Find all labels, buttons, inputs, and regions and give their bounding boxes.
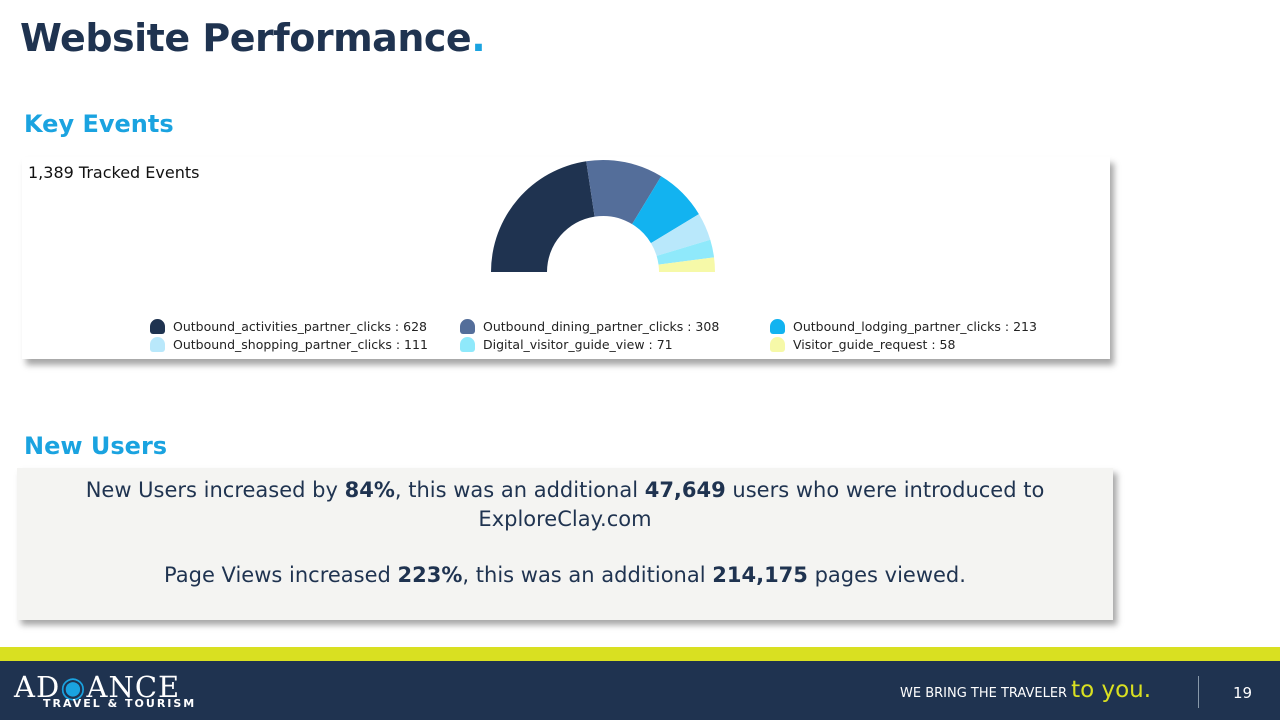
tracked-events-label: 1,389 Tracked Events [28,163,200,182]
new-users-line: New Users increased by 84%, this was an … [85,478,1045,502]
legend-label: Outbound_lodging_partner_clicks : 213 [793,319,1037,334]
legend-item: Outbound_lodging_partner_clicks : 213 [770,318,1080,335]
footer-divider [1198,676,1199,708]
new-users-summary-card: New Users increased by 84%, this was an … [17,468,1113,620]
legend-item: Outbound_activities_partner_clicks : 628 [150,318,460,335]
legend-item: Outbound_dining_partner_clicks : 308 [460,318,770,335]
footer-bar [0,661,1280,720]
footer-tagline: WE BRING THE TRAVELER to you. [900,677,1152,703]
key-events-heading: Key Events [24,110,174,138]
page-views-pct: 223% [397,563,463,587]
location-pin-icon: ◉ [60,670,87,704]
new-users-pct: 84% [344,478,395,502]
legend-swatch [770,319,785,334]
legend-label: Digital_visitor_guide_view : 71 [483,337,673,352]
page-number: 19 [1233,684,1253,702]
page-views-count: 214,175 [712,563,808,587]
legend-label: Visitor_guide_request : 58 [793,337,956,352]
legend-swatch [770,337,785,352]
legend-label: Outbound_activities_partner_clicks : 628 [173,319,427,334]
legend-item: Outbound_shopping_partner_clicks : 111 [150,336,460,353]
tagline-accent: to you. [1071,677,1152,703]
title-dot: . [471,16,486,60]
legend-item: Visitor_guide_request : 58 [770,336,1080,353]
legend-swatch [460,319,475,334]
page-title: Website Performance. [20,16,486,60]
advance-logo: AD◉ANCE [14,670,181,704]
page-views-line: Page Views increased 223%, this was an a… [164,563,966,587]
new-users-heading: New Users [24,432,168,460]
chart-legend: Outbound_activities_partner_clicks : 628… [150,318,1090,353]
legend-label: Outbound_shopping_partner_clicks : 111 [173,337,428,352]
accent-stripe [0,647,1280,661]
legend-swatch [150,319,165,334]
legend-item: Digital_visitor_guide_view : 71 [460,336,770,353]
legend-swatch [460,337,475,352]
legend-label: Outbound_dining_partner_clicks : 308 [483,319,720,334]
legend-swatch [150,337,165,352]
logo-subtitle: TRAVEL & TOURISM [43,697,197,710]
new-users-count: 47,649 [644,478,726,502]
site-name: ExploreClay.com [478,507,652,531]
